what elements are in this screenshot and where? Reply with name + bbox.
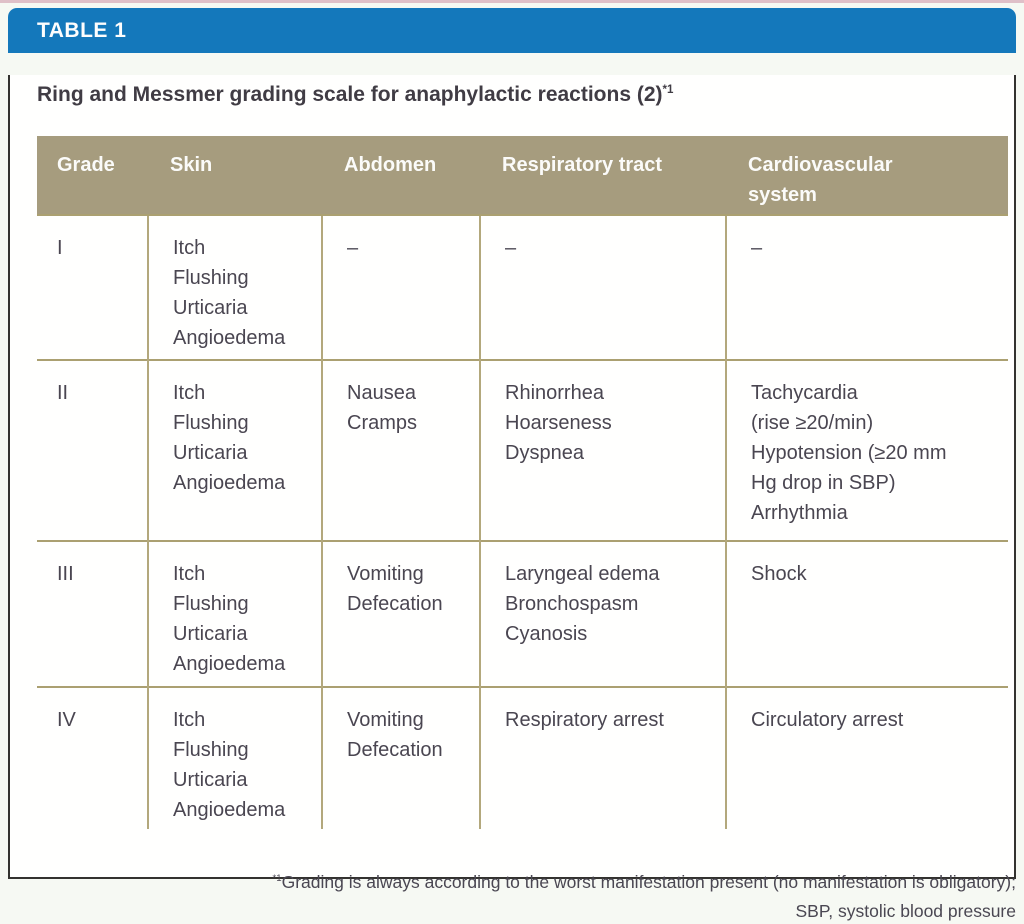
respiratory-cell: Respiratory arrest: [479, 686, 726, 829]
table-card-header: TABLE 1: [8, 8, 1016, 53]
footnote-line-2: SBP, systolic blood pressure: [795, 900, 1017, 921]
footnote-text: Grading is always according to the worst…: [281, 871, 1016, 892]
column-header-respiratory-tract: Respiratory tract: [480, 136, 726, 215]
cardiovascular-cell: Shock: [725, 540, 1008, 687]
table-header-row: Grade Skin Abdomen Respiratory tract Car…: [37, 136, 1008, 215]
table-card-body: Ring and Messmer grading scale for anaph…: [8, 75, 1016, 879]
respiratory-cell: Rhinorrhea Hoarseness Dyspnea: [479, 359, 726, 541]
table-row-grade-4: IV Itch Flushing Urticaria Angioedema Vo…: [37, 686, 1008, 829]
table-row-grade-1: I Itch Flushing Urticaria Angioedema – –…: [37, 214, 1008, 360]
grade-cell: II: [37, 359, 148, 541]
column-header-skin: Skin: [148, 136, 322, 215]
table-row-grade-3: III Itch Flushing Urticaria Angioedema V…: [37, 540, 1008, 687]
cardiovascular-cell: –: [725, 214, 1008, 360]
table-row-grade-2: II Itch Flushing Urticaria Angioedema Na…: [37, 359, 1008, 541]
grading-table: Grade Skin Abdomen Respiratory tract Car…: [37, 136, 1008, 829]
abdomen-cell: –: [321, 214, 480, 360]
column-header-grade: Grade: [37, 136, 148, 215]
skin-cell: Itch Flushing Urticaria Angioedema: [147, 540, 322, 687]
grade-cell: IV: [37, 686, 148, 829]
table-footnote: *1Grading is always according to the wor…: [0, 864, 1016, 924]
table-title-footnote-marker: *1: [662, 84, 674, 96]
abdomen-cell: Vomiting Defecation: [321, 686, 480, 829]
table-card: TABLE 1 Ring and Messmer grading scale f…: [8, 8, 1016, 879]
grade-cell: I: [37, 214, 148, 360]
cardiovascular-cell: Circulatory arrest: [725, 686, 1008, 829]
table-number-label: TABLE 1: [37, 18, 127, 42]
respiratory-cell: –: [479, 214, 726, 360]
table-title-text: Ring and Messmer grading scale for anaph…: [37, 83, 663, 106]
footnote-marker: *1: [272, 873, 282, 884]
footnote-line-1: *1Grading is always according to the wor…: [0, 864, 1016, 897]
column-header-abdomen: Abdomen: [322, 136, 480, 215]
abdomen-cell: Nausea Cramps: [321, 359, 480, 541]
grade-cell: III: [37, 540, 148, 687]
skin-cell: Itch Flushing Urticaria Angioedema: [147, 359, 322, 541]
abdomen-cell: Vomiting Defecation: [321, 540, 480, 687]
cardiovascular-cell: Tachycardia (rise ≥20/min) Hypotension (…: [725, 359, 1008, 541]
respiratory-cell: Laryngeal edema Bronchospasm Cyanosis: [479, 540, 726, 687]
table-title: Ring and Messmer grading scale for anaph…: [37, 75, 986, 110]
page-top-divider: [0, 0, 1024, 3]
column-header-cardiovascular-system: Cardiovascular system: [726, 136, 1008, 215]
skin-cell: Itch Flushing Urticaria Angioedema: [147, 214, 322, 360]
skin-cell: Itch Flushing Urticaria Angioedema: [147, 686, 322, 829]
